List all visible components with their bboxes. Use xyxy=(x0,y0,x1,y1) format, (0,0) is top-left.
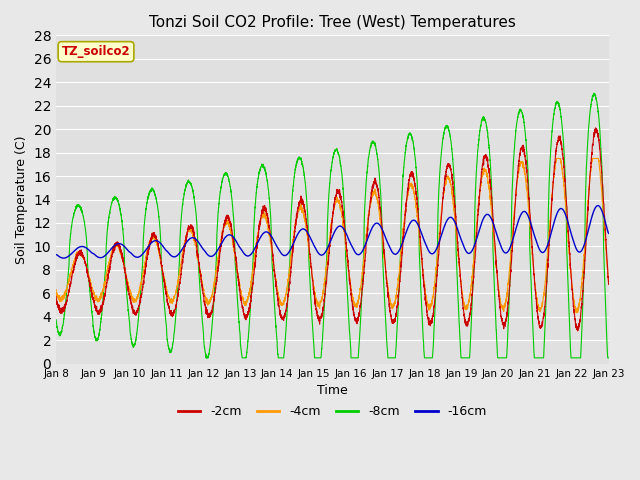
X-axis label: Time: Time xyxy=(317,384,348,397)
Text: TZ_soilco2: TZ_soilco2 xyxy=(61,45,131,58)
Title: Tonzi Soil CO2 Profile: Tree (West) Temperatures: Tonzi Soil CO2 Profile: Tree (West) Temp… xyxy=(149,15,516,30)
Y-axis label: Soil Temperature (C): Soil Temperature (C) xyxy=(15,135,28,264)
Legend: -2cm, -4cm, -8cm, -16cm: -2cm, -4cm, -8cm, -16cm xyxy=(173,400,492,423)
